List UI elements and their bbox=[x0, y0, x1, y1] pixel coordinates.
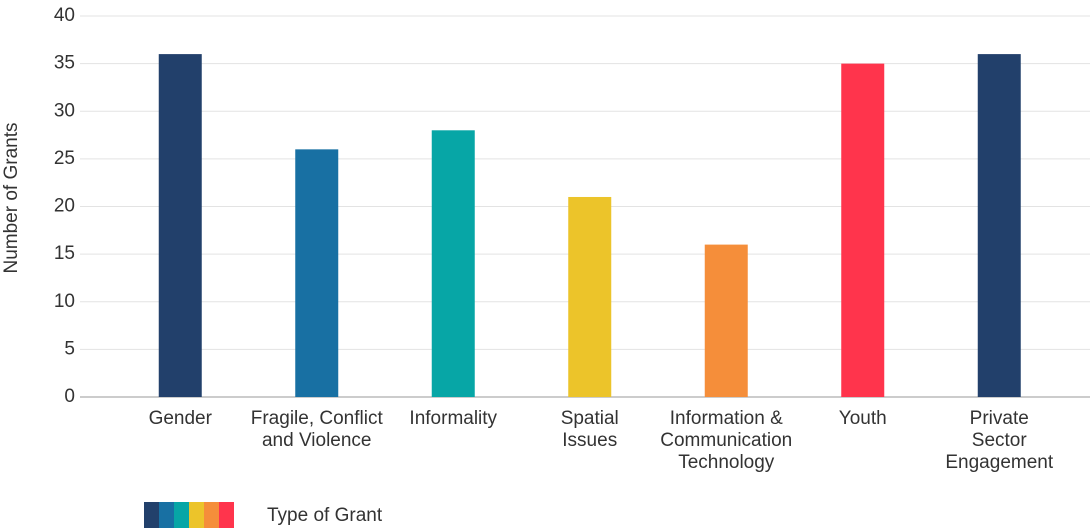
y-tick-label: 0 bbox=[64, 386, 75, 407]
x-tick-label: Information & Communication Technology bbox=[660, 408, 793, 473]
bar bbox=[158, 54, 202, 397]
x-tick-label: Gender bbox=[148, 408, 212, 429]
bar bbox=[841, 63, 885, 397]
x-tick-label: Spatial Issues bbox=[560, 408, 619, 451]
y-tick-label: 10 bbox=[54, 291, 75, 312]
x-tick-label: Youth bbox=[838, 408, 887, 429]
bar bbox=[431, 130, 475, 398]
bar bbox=[568, 196, 612, 397]
bar bbox=[977, 54, 1021, 397]
legend-swatch bbox=[159, 502, 174, 528]
legend-swatch bbox=[219, 502, 234, 528]
legend-title: Type of Grant bbox=[267, 505, 383, 526]
y-axis-label: Number of Grants bbox=[1, 123, 22, 274]
bar bbox=[295, 149, 339, 397]
y-tick-label: 5 bbox=[64, 338, 75, 359]
y-tick-label: 40 bbox=[54, 5, 75, 26]
legend-swatch bbox=[204, 502, 219, 528]
y-tick-label: 15 bbox=[54, 243, 75, 264]
x-tick-label: Fragile, Conflict and Violence bbox=[250, 408, 383, 451]
x-tick-label: Private Sector Engagement bbox=[945, 408, 1054, 473]
y-tick-label: 25 bbox=[54, 148, 75, 169]
y-tick-label: 35 bbox=[54, 53, 75, 74]
y-tick-label: 30 bbox=[54, 100, 75, 121]
legend-swatch bbox=[144, 502, 159, 528]
legend-swatch bbox=[174, 502, 189, 528]
bar bbox=[704, 244, 748, 397]
y-tick-label: 20 bbox=[54, 196, 75, 217]
legend-swatch bbox=[189, 502, 204, 528]
x-tick-label: Informality bbox=[409, 408, 498, 429]
